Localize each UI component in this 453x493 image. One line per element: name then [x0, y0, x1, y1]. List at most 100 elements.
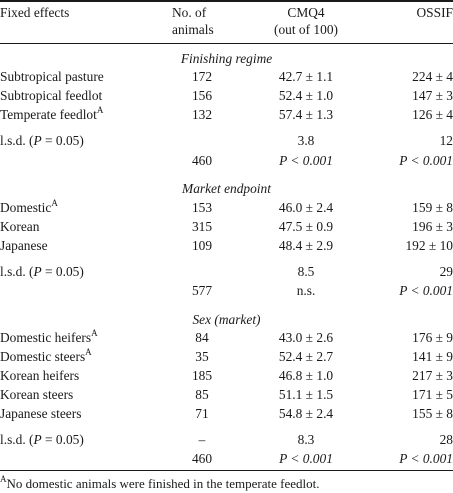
- row-cmq4: 52.4 ± 2.7: [278, 349, 334, 364]
- row-n: 315: [191, 219, 213, 234]
- lsd-label: l.s.d. (P = 0.05): [0, 134, 84, 147]
- row-label: Korean steers: [0, 387, 74, 402]
- lsd-row: l.s.d. (P = 0.05) 8.5 29: [0, 265, 453, 282]
- row-ossif: 217 ± 3: [412, 368, 453, 383]
- lsd-label-post: = 0.05): [41, 432, 84, 447]
- total-cmq4: P < 0.001: [279, 153, 333, 168]
- total-ossif: P < 0.001: [399, 283, 453, 298]
- row-label-cell: Domestic heifersA: [0, 329, 98, 345]
- row-ossif: 147 ± 3: [412, 88, 453, 103]
- row-ossif: 155 ± 8: [412, 406, 453, 421]
- row-n: 156: [191, 88, 213, 103]
- footnote-marker: A: [96, 105, 104, 115]
- total-n: 460: [191, 153, 213, 168]
- total-ossif: P < 0.001: [399, 451, 453, 466]
- row-ossif: 141 ± 9: [412, 349, 453, 364]
- lsd-p: P: [33, 432, 42, 447]
- lsd-cmq4: 3.8: [297, 133, 315, 148]
- lsd-row: l.s.d. (P = 0.05) – 8.3 28: [0, 433, 453, 450]
- header-no-animals-2: animals: [172, 22, 214, 37]
- row-cmq4: 57.4 ± 1.3: [278, 107, 334, 122]
- row-ossif: 196 ± 3: [412, 219, 453, 234]
- row-cmq4: 52.4 ± 1.0: [278, 88, 334, 103]
- lsd-label-post: = 0.05): [41, 133, 84, 148]
- table-row: Subtropical feedlot 156 52.4 ± 1.0 147 ±…: [0, 89, 453, 106]
- total-row: 460 P < 0.001 P < 0.001: [0, 154, 453, 171]
- lsd-label-pre: l.s.d. (: [0, 264, 34, 279]
- row-ossif: 224 ± 4: [412, 69, 453, 84]
- row-label: Domestic: [0, 200, 52, 215]
- section-title-sex: Sex (market): [192, 312, 261, 327]
- row-ossif: 126 ± 4: [412, 107, 453, 122]
- total-cmq4: P < 0.001: [279, 451, 333, 466]
- table-footnote: ANo domestic animals were finished in th…: [0, 474, 320, 491]
- lsd-ossif: 29: [439, 264, 453, 279]
- lsd-label: l.s.d. (P = 0.05): [0, 265, 84, 278]
- row-label-cell: Temperate feedlotA: [0, 105, 104, 122]
- row-n: 153: [191, 200, 213, 215]
- row-cmq4: 43.0 ± 2.6: [278, 330, 334, 345]
- row-ossif: 176 ± 9: [412, 330, 453, 345]
- row-label: Korean: [0, 219, 40, 234]
- row-cmq4: 54.8 ± 2.4: [278, 406, 334, 421]
- row-label: Subtropical feedlot: [0, 88, 103, 103]
- lsd-label-pre: l.s.d. (: [0, 432, 34, 447]
- lsd-label-post: = 0.05): [41, 264, 84, 279]
- row-label-cell: DomesticA: [0, 199, 58, 215]
- row-label: Japanese steers: [0, 406, 82, 421]
- lsd-cmq4: 8.3: [297, 432, 315, 447]
- row-n: 172: [191, 69, 213, 84]
- header-no-animals-1: No. of: [172, 5, 207, 20]
- header-ossif: OSSIF: [416, 5, 453, 20]
- header-rule: [0, 43, 453, 44]
- footnote-text: No domestic animals were finished in the…: [6, 476, 320, 491]
- lsd-label: l.s.d. (P = 0.05): [0, 433, 84, 446]
- row-ossif: 192 ± 10: [405, 238, 453, 253]
- lsd-row: l.s.d. (P = 0.05) 3.8 12: [0, 134, 453, 151]
- table-row: Domestic steersA 35 52.4 ± 2.7 141 ± 9: [0, 347, 453, 367]
- total-row: 577 n.s. P < 0.001: [0, 284, 453, 301]
- footnote-marker: A: [0, 474, 7, 484]
- row-cmq4: 42.7 ± 1.1: [278, 69, 334, 84]
- row-label: Domestic steers: [0, 349, 86, 364]
- row-cmq4: 46.8 ± 1.0: [278, 368, 334, 383]
- row-label-cell: Domestic steersA: [0, 347, 92, 364]
- header-cmq4-1: CMQ4: [287, 5, 325, 20]
- lsd-cmq4: 8.5: [297, 264, 315, 279]
- row-label: Temperate feedlot: [0, 107, 97, 122]
- footnote-marker: A: [85, 347, 92, 357]
- row-n: 84: [195, 330, 209, 345]
- row-n: 109: [191, 238, 213, 253]
- row-n: 71: [195, 406, 209, 421]
- table-row: Korean steers 85 51.1 ± 1.5 171 ± 5: [0, 388, 453, 405]
- row-n: 132: [191, 107, 213, 122]
- row-label: Japanese: [0, 238, 48, 253]
- row-cmq4: 47.5 ± 0.9: [278, 219, 334, 234]
- table-row: Domestic heifersA 84 43.0 ± 2.6 176 ± 9: [0, 329, 453, 348]
- row-n: 35: [195, 349, 209, 364]
- row-n: 185: [191, 368, 213, 383]
- lsd-ossif: 28: [439, 432, 453, 447]
- total-ossif: P < 0.001: [399, 153, 453, 168]
- row-label: Korean heifers: [0, 368, 80, 383]
- section-title-finishing: Finishing regime: [180, 51, 273, 66]
- total-cmq4: n.s.: [296, 283, 316, 298]
- table-row: Temperate feedlotA 132 57.4 ± 1.3 126 ± …: [0, 105, 453, 125]
- lsd-label-pre: l.s.d. (: [0, 133, 34, 148]
- header-fixed-effects: Fixed effects: [0, 5, 70, 20]
- lsd-ossif: 12: [439, 133, 453, 148]
- bottom-rule: [0, 470, 453, 471]
- header-cmq4-2: (out of 100): [274, 22, 338, 37]
- top-rule: [0, 0, 453, 2]
- row-cmq4: 48.4 ± 2.9: [278, 238, 334, 253]
- row-label: Subtropical pasture: [0, 69, 104, 84]
- table-row: Japanese steers 71 54.8 ± 2.4 155 ± 8: [0, 407, 453, 424]
- row-label: Domestic heifers: [0, 330, 92, 345]
- row-ossif: 159 ± 8: [412, 200, 453, 215]
- row-ossif: 171 ± 5: [412, 387, 453, 402]
- lsd-n: –: [198, 432, 206, 447]
- lsd-p: P: [33, 133, 42, 148]
- section-title-market: Market endpoint: [182, 181, 271, 196]
- row-cmq4: 51.1 ± 1.5: [278, 387, 334, 402]
